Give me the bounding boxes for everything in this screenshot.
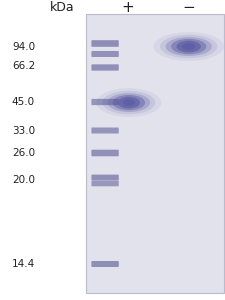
FancyBboxPatch shape	[91, 150, 118, 156]
FancyBboxPatch shape	[91, 40, 118, 47]
FancyBboxPatch shape	[91, 51, 118, 57]
Ellipse shape	[181, 43, 194, 50]
Ellipse shape	[170, 39, 205, 54]
FancyBboxPatch shape	[91, 128, 118, 134]
Ellipse shape	[159, 35, 216, 58]
Ellipse shape	[102, 91, 155, 114]
Ellipse shape	[176, 40, 200, 52]
Text: 94.0: 94.0	[12, 41, 35, 52]
Text: 26.0: 26.0	[12, 148, 35, 158]
FancyBboxPatch shape	[91, 261, 118, 267]
FancyBboxPatch shape	[91, 64, 118, 70]
Text: 33.0: 33.0	[12, 125, 35, 136]
FancyBboxPatch shape	[91, 181, 118, 186]
Text: −: −	[182, 0, 194, 15]
Text: 66.2: 66.2	[12, 61, 35, 71]
Text: 45.0: 45.0	[12, 97, 35, 107]
Ellipse shape	[122, 99, 134, 106]
FancyBboxPatch shape	[91, 175, 118, 181]
Ellipse shape	[112, 95, 144, 110]
Text: 14.4: 14.4	[12, 259, 35, 269]
Ellipse shape	[153, 32, 223, 61]
Text: 20.0: 20.0	[12, 175, 35, 185]
Ellipse shape	[96, 88, 161, 117]
Text: kDa: kDa	[50, 1, 74, 14]
FancyBboxPatch shape	[86, 14, 223, 292]
Ellipse shape	[107, 93, 149, 112]
Text: +: +	[121, 0, 133, 15]
Ellipse shape	[117, 97, 140, 108]
Ellipse shape	[165, 37, 211, 56]
FancyBboxPatch shape	[91, 99, 118, 105]
